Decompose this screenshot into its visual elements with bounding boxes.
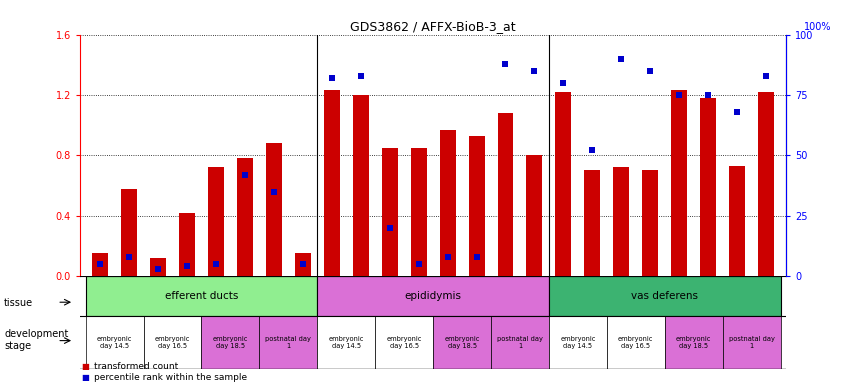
Point: [759, 73, 773, 79]
Bar: [86, 276, 317, 316]
Bar: [440, 130, 456, 276]
Text: percentile rank within the sample: percentile rank within the sample: [94, 372, 247, 382]
Bar: [266, 143, 282, 276]
Text: transformed count: transformed count: [94, 362, 178, 371]
Point: [499, 60, 512, 66]
Point: [557, 80, 570, 86]
Point: [151, 266, 165, 272]
Bar: [382, 148, 398, 276]
Point: [325, 75, 339, 81]
Text: postnatal day
1: postnatal day 1: [497, 336, 543, 349]
Text: efferent ducts: efferent ducts: [165, 291, 238, 301]
Bar: [208, 167, 224, 276]
Bar: [671, 90, 687, 276]
Point: [615, 56, 628, 62]
Bar: [584, 170, 600, 276]
Point: [238, 172, 251, 178]
Text: embryonic
day 14.5: embryonic day 14.5: [97, 336, 132, 349]
Text: postnatal day
1: postnatal day 1: [266, 336, 311, 349]
Bar: [375, 316, 433, 369]
Bar: [86, 316, 144, 369]
Bar: [549, 316, 607, 369]
Point: [412, 261, 426, 267]
Point: [441, 254, 454, 260]
Bar: [317, 276, 549, 316]
Bar: [664, 316, 722, 369]
Bar: [701, 98, 717, 276]
Bar: [549, 276, 780, 316]
Point: [123, 254, 136, 260]
Point: [354, 73, 368, 79]
Bar: [179, 213, 195, 276]
Bar: [202, 316, 259, 369]
Point: [267, 189, 281, 195]
Text: epididymis: epididymis: [405, 291, 462, 301]
Bar: [468, 136, 484, 276]
Point: [383, 225, 396, 231]
Text: embryonic
day 14.5: embryonic day 14.5: [329, 336, 364, 349]
Bar: [93, 253, 108, 276]
Point: [93, 261, 107, 267]
Text: embryonic
day 16.5: embryonic day 16.5: [618, 336, 653, 349]
Point: [585, 147, 599, 154]
Bar: [643, 170, 659, 276]
Text: embryonic
day 18.5: embryonic day 18.5: [444, 336, 479, 349]
Text: ■: ■: [82, 362, 89, 371]
Text: embryonic
day 18.5: embryonic day 18.5: [213, 336, 248, 349]
Bar: [410, 148, 426, 276]
Text: development
stage: development stage: [4, 329, 69, 351]
Point: [643, 68, 657, 74]
Bar: [317, 316, 375, 369]
Bar: [491, 316, 549, 369]
Point: [180, 263, 193, 270]
Point: [673, 92, 686, 98]
Text: embryonic
day 18.5: embryonic day 18.5: [676, 336, 711, 349]
Bar: [729, 166, 745, 276]
Text: vas deferens: vas deferens: [632, 291, 698, 301]
Bar: [498, 113, 514, 276]
Point: [701, 92, 715, 98]
Title: GDS3862 / AFFX-BioB-3_at: GDS3862 / AFFX-BioB-3_at: [351, 20, 516, 33]
Text: ■: ■: [82, 372, 89, 382]
Bar: [144, 316, 202, 369]
Text: embryonic
day 14.5: embryonic day 14.5: [560, 336, 595, 349]
Point: [296, 261, 309, 267]
Bar: [722, 316, 780, 369]
Bar: [758, 92, 774, 276]
Point: [527, 68, 541, 74]
Y-axis label: 100%: 100%: [804, 22, 832, 32]
Bar: [352, 95, 368, 276]
Text: embryonic
day 16.5: embryonic day 16.5: [155, 336, 190, 349]
Text: postnatal day
1: postnatal day 1: [728, 336, 775, 349]
Point: [730, 109, 743, 115]
Bar: [324, 90, 340, 276]
Bar: [607, 316, 664, 369]
Bar: [259, 316, 317, 369]
Bar: [121, 189, 137, 276]
Text: embryonic
day 16.5: embryonic day 16.5: [387, 336, 422, 349]
Bar: [295, 253, 311, 276]
Text: tissue: tissue: [4, 298, 34, 308]
Bar: [150, 258, 166, 276]
Bar: [555, 92, 571, 276]
Bar: [433, 316, 491, 369]
Bar: [613, 167, 629, 276]
Point: [209, 261, 223, 267]
Bar: [526, 155, 542, 276]
Point: [470, 254, 484, 260]
Bar: [237, 158, 253, 276]
